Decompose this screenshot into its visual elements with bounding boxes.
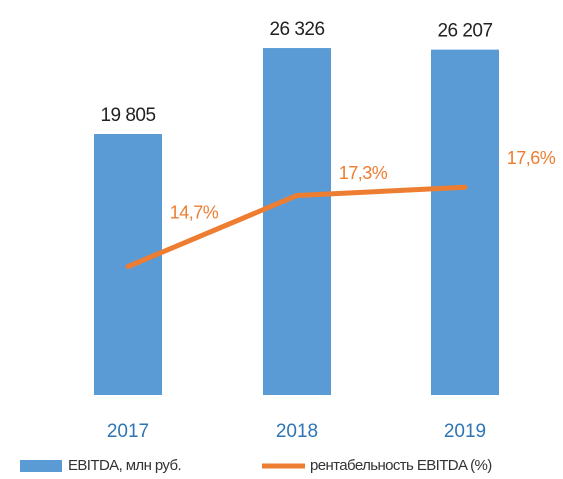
line-value-label: 17,3%: [339, 163, 388, 183]
legend-swatch: [20, 460, 62, 472]
bar: [263, 48, 331, 396]
legend-label: EBITDA, млн руб.: [68, 457, 181, 474]
bar-value-label: 26 207: [437, 21, 492, 42]
line-value-label: 17,6%: [507, 148, 556, 168]
legend-label: рентабельность EBITDA (%): [310, 457, 492, 474]
line: [125, 184, 468, 270]
x-tick-label: 2018: [276, 421, 318, 442]
x-tick-label: 2019: [444, 421, 486, 442]
line-value-label: 14,7%: [170, 202, 219, 222]
x-tick-label: 2017: [107, 421, 149, 442]
bar-value-label: 19 805: [100, 105, 155, 126]
bar: [431, 49, 499, 395]
bar-value-label: 26 326: [269, 19, 324, 40]
